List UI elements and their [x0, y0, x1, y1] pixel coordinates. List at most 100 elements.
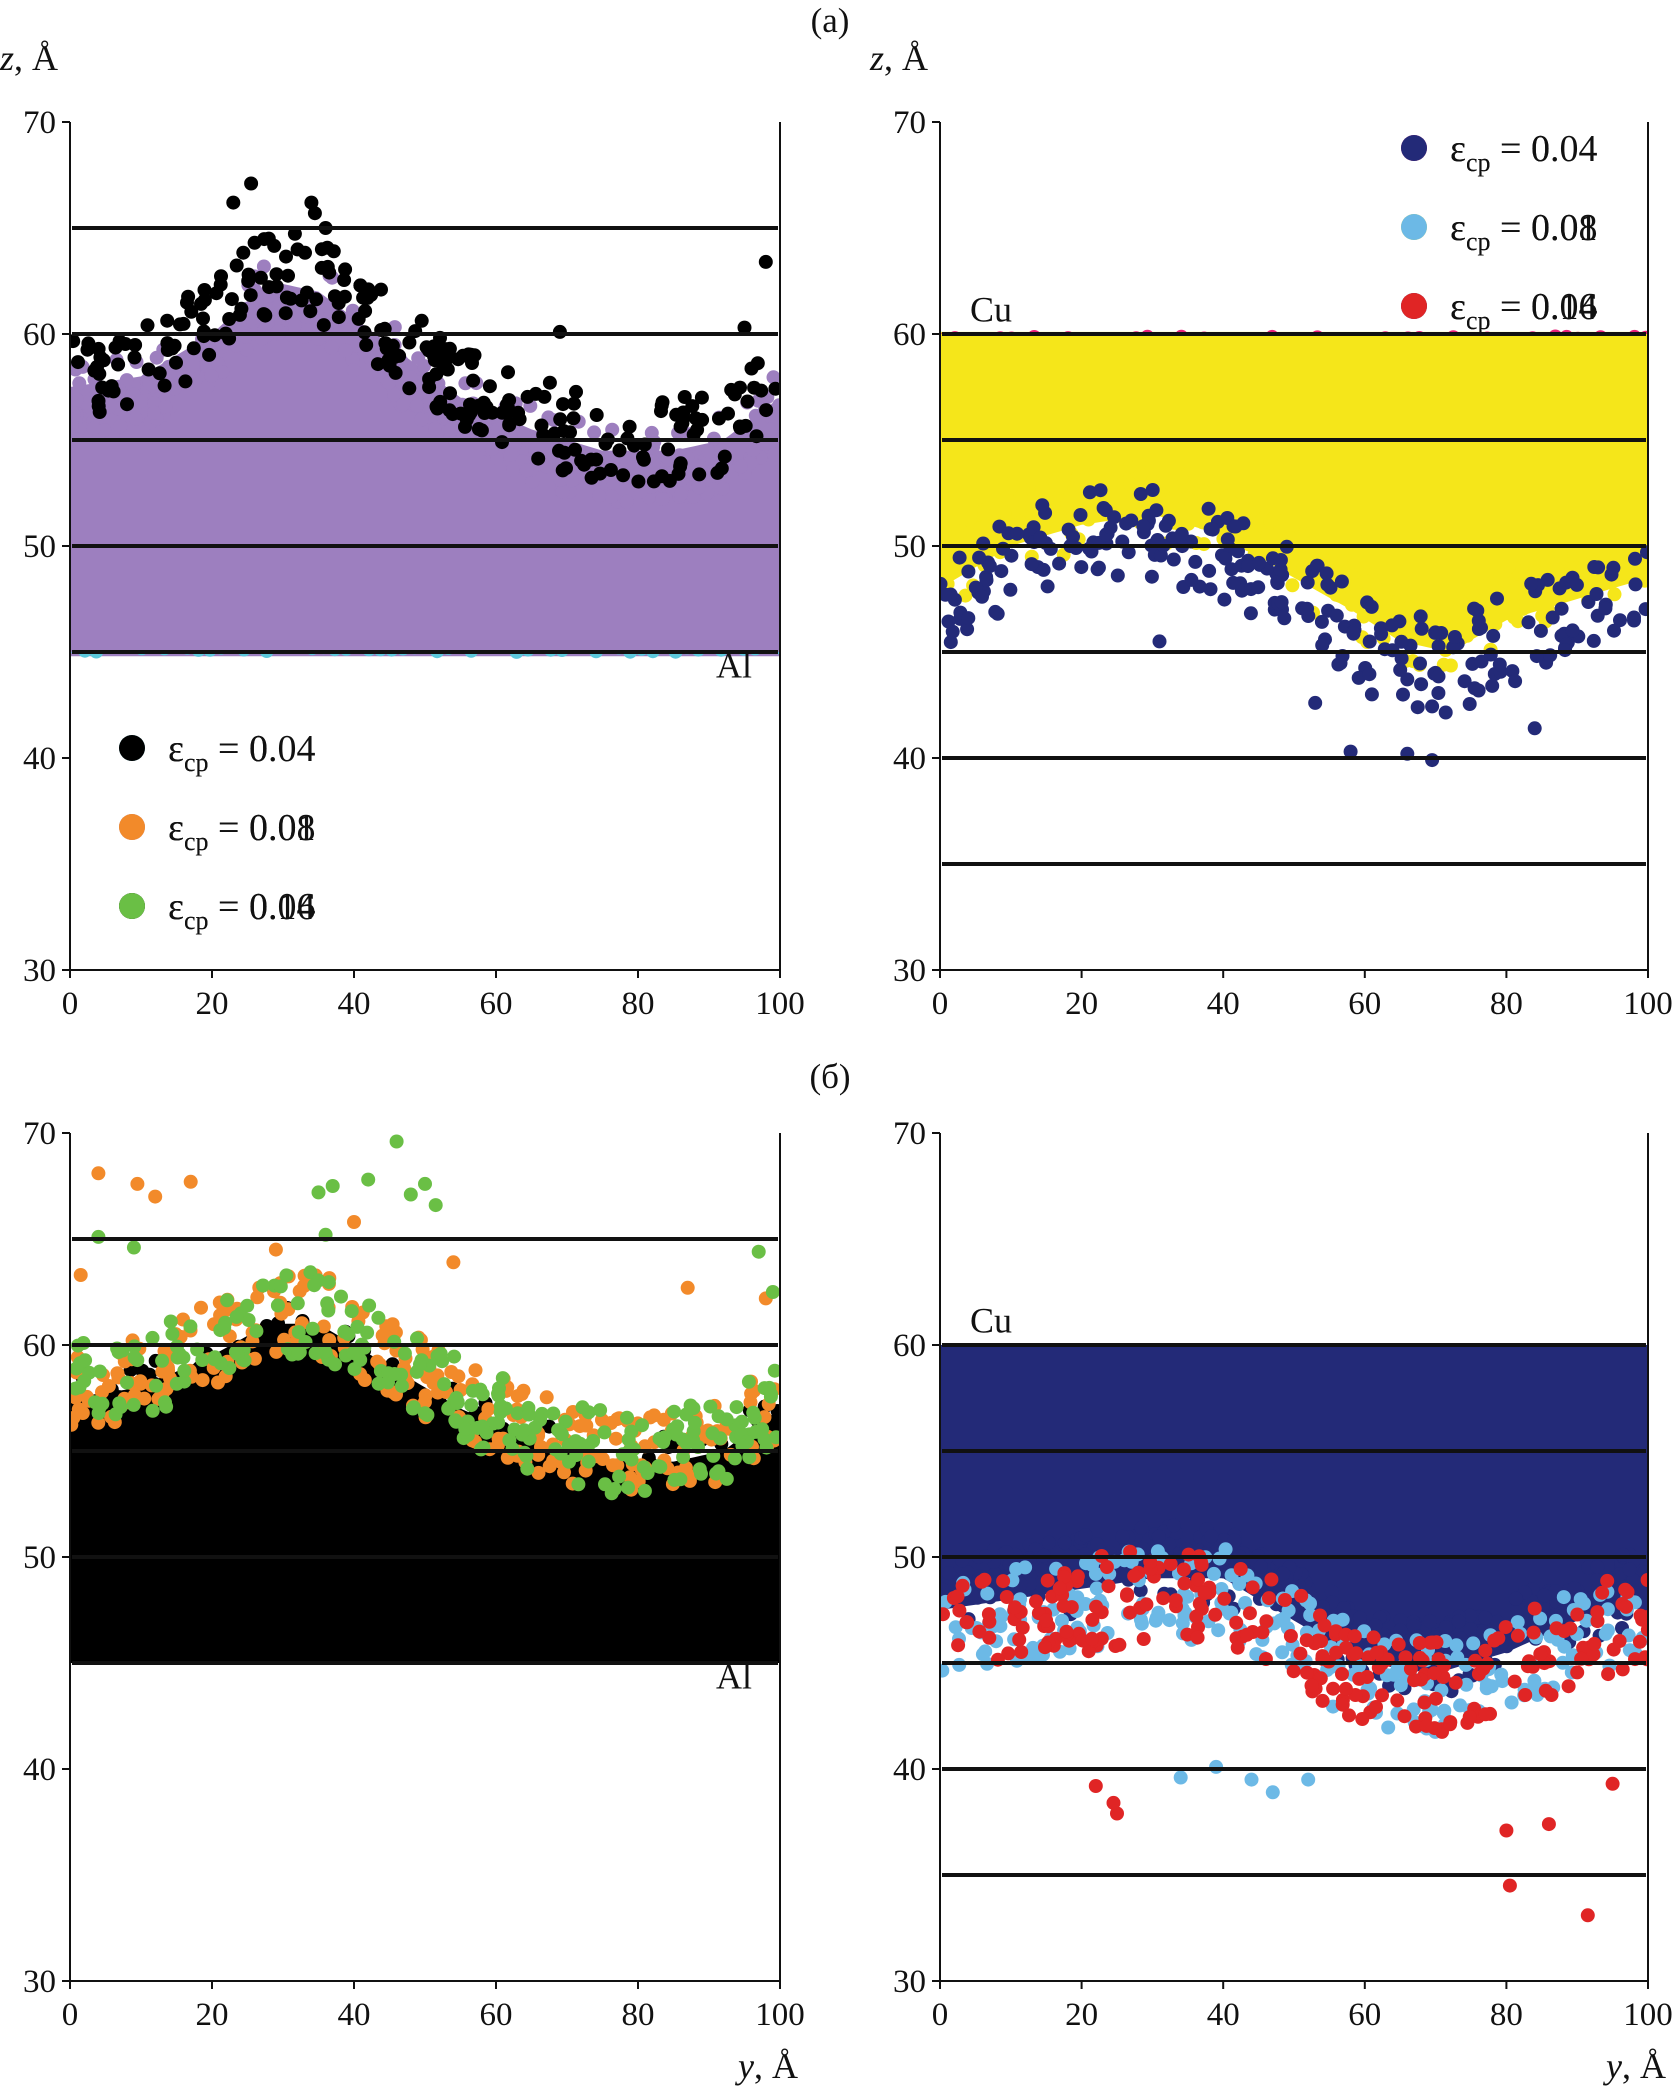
a-Al-xtick-label: 40 [338, 986, 371, 1022]
a-Al-series-2-dot [482, 379, 497, 394]
a-Cu-series-2-dot [1074, 560, 1089, 575]
a-Al-series-1-dot [396, 397, 411, 412]
b-Al-series-0-dot [464, 1456, 479, 1471]
a-Cu-series-1-dot [1390, 596, 1405, 611]
b-Al-series-2-dot [362, 1298, 377, 1313]
b-Cu-series-1-dot [1079, 1556, 1093, 1571]
b-Cu-series-2-dot [1638, 1650, 1648, 1665]
b-Cu-series-2-dot [1586, 1647, 1601, 1662]
b-Cu-series-2-dot [1259, 1614, 1274, 1629]
b-Cu-series-2-dot [1070, 1569, 1085, 1584]
b-Al-series-2-dot [305, 1321, 320, 1336]
a-Cu-series-2-dot [1569, 577, 1584, 592]
b-Cu-series-1-dot [1211, 1623, 1226, 1638]
b-Al-series-0-dot [429, 1423, 444, 1438]
a-Cu-ytick-label: 60 [893, 317, 926, 353]
a-Al-series-2-dot [692, 467, 707, 482]
b-Cu-data-region [940, 1345, 1648, 1923]
a-Cu-series-1-dot [1379, 604, 1394, 619]
b-Al-xlabel: y, Å [735, 2046, 798, 2086]
a-Cu-series-2-dot [1474, 654, 1489, 669]
a-Al-series-1-dot [443, 423, 458, 437]
b-Al-series-2-dot [120, 1375, 134, 1390]
b-Al-series-2-dot [437, 1377, 452, 1392]
a-Al-ytick-label: 30 [23, 953, 56, 989]
b-Al-series-2-dot [729, 1400, 744, 1415]
a-Al-series-1-dot [238, 329, 253, 344]
a-Al-series-1-dot [149, 350, 164, 365]
b-Al-xtick-label: 0 [62, 1997, 79, 2033]
b-Al-series-2-dot [394, 1378, 409, 1393]
a-Cu-series-1-dot [1628, 529, 1643, 544]
a-Al-series-2-dot [661, 442, 676, 457]
b-Al-series-2-dot [163, 1314, 178, 1329]
b-Cu-series-0-dot [1368, 1618, 1383, 1633]
a-Cu-series-2-dot [1036, 562, 1051, 577]
a-Al-series-2-dot [569, 384, 583, 399]
a-Al-series-2-outlier [261, 231, 276, 246]
b-Cu-series-2-dot [1156, 1591, 1171, 1606]
a-Al-series-1-dot [673, 487, 688, 502]
a-Cu-series-2-dot [1241, 559, 1255, 574]
a-Al-series-2-dot [574, 453, 589, 468]
b-Cu-series-2-dot [1315, 1649, 1330, 1664]
a-Cu-series-1-dot [1005, 496, 1020, 511]
a-Al-series-2-dot [364, 287, 379, 302]
b-Al-series-2-dot [491, 1388, 506, 1403]
a-Cu-series-2-dot [1414, 621, 1429, 636]
a-Cu-series-2-dot [1351, 670, 1366, 685]
b-Al-series-2-dot [397, 1346, 412, 1361]
b-Cu-series-2-dot [1007, 1600, 1022, 1615]
a-Al-series-2-dot [303, 304, 318, 319]
b-Al-series-2-dot [249, 1324, 264, 1339]
a-Al-series-2-dot [414, 313, 429, 328]
a-Cu-series-2-dot [1396, 687, 1410, 702]
a-Cu-series-2-dot [1640, 545, 1648, 560]
b-Cu-series-0-dot [1078, 1528, 1093, 1543]
b-Al-series-2-dot [694, 1466, 708, 1481]
a-Cu-series-1-dot [962, 527, 977, 542]
b-Cu-series-2-dot [1587, 1636, 1602, 1651]
a-Al-series-2-dot [224, 292, 239, 307]
a-Al-series-2-dot [733, 420, 748, 435]
a-Al-series-1-dot [70, 387, 80, 402]
b-Cu-series-2-dot [1081, 1644, 1096, 1659]
a-Cu-series-2-dot [943, 635, 958, 650]
b-Al-series-2-dot [145, 1330, 160, 1345]
b-Al-series-2-outlier [765, 1285, 780, 1299]
a-Al-series-2-dot [160, 313, 175, 328]
a-Al-series-2-dot [520, 389, 535, 404]
b-Cu-series-1-dot [948, 1620, 963, 1635]
a-Al-series-2-outlier [304, 195, 319, 210]
a-Cu-series-2-dot [1024, 557, 1039, 572]
b-Cu-series-2-outlier [1110, 1806, 1124, 1821]
b-Al-ytick-label: 30 [23, 1964, 56, 2000]
a-Cu-series-2-outlier [961, 611, 976, 626]
b-Cu-series-2-dot [940, 1607, 950, 1622]
a-Cu-series-2-dot [1589, 587, 1604, 601]
b-Al-series-0-dot [164, 1415, 179, 1430]
b-Al-series-2-dot [240, 1298, 255, 1313]
a-Al-series-1-dot [86, 421, 101, 436]
a-Al-series-1-dot [287, 318, 302, 333]
a-Cu-series-1-dot [1168, 489, 1183, 503]
b-Cu-series-1-dot [1484, 1679, 1499, 1694]
a-Al-series-2-dot [759, 403, 774, 418]
b-Cu-series-2-dot [1012, 1632, 1027, 1647]
a-Cu-ytick-label: 70 [893, 105, 926, 141]
b-Cu-ytick-label: 30 [893, 1964, 926, 2000]
a-Cu-series-2-dot [1384, 618, 1399, 633]
a-Cu-series-1-dot [1063, 489, 1077, 504]
b-Cu-series-2-dot [1632, 1634, 1647, 1649]
b-Cu-series-2-dot [1085, 1612, 1100, 1627]
b-Cu-series-0-dot [1041, 1535, 1056, 1550]
b-Al-series-0-dot [332, 1369, 346, 1384]
a-Cu-series-2-dot [1545, 610, 1560, 625]
a-Cu-series-2-dot [1554, 601, 1569, 616]
b-Al-series-2-dot [711, 1409, 726, 1424]
b-Al-series-1-dot [110, 1366, 125, 1381]
a-Cu-series-2-dot [1119, 516, 1134, 531]
b-Cu-series-0-dot [1590, 1559, 1605, 1574]
b-Cu-xtick-label: 60 [1348, 1997, 1381, 2033]
b-Al-series-0-dot [666, 1499, 681, 1514]
